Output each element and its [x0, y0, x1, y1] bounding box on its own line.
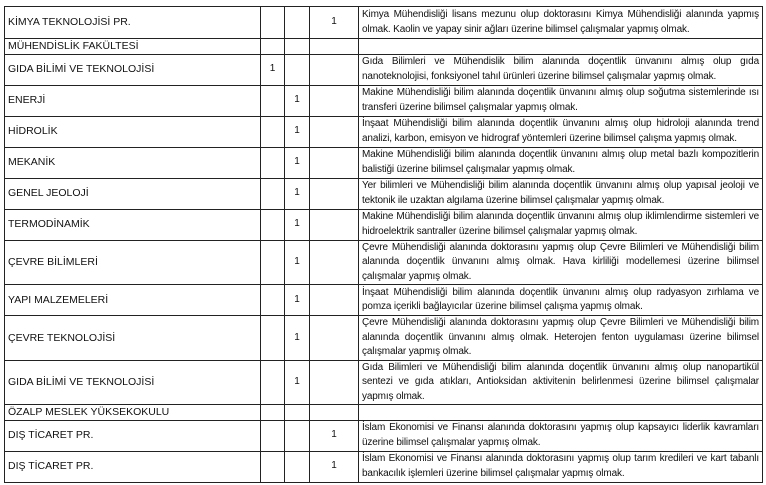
count-col-2: 1: [284, 177, 310, 210]
requirement-description: Çevre Mühendisliği alanında doktorasını …: [358, 315, 763, 361]
count-col-1: 1: [260, 53, 285, 86]
position-name: GIDA BİLİMİ VE TEKNOLOJİSİ: [4, 53, 261, 86]
requirement-description: Makine Mühendisliği bilim alanında doçen…: [358, 84, 763, 117]
position-name: ENERJİ: [4, 84, 261, 117]
position-table: KİMYA TEKNOLOJİSİ PR. 1 Kimya Mühendisliği…: [4, 6, 763, 483]
count-col-3: [309, 84, 359, 117]
count-col-2: [284, 38, 310, 55]
table-row: KİMYA TEKNOLOJİSİ PR. 1 Kimya Mühendisliği…: [4, 6, 763, 39]
requirement-description: [358, 38, 763, 55]
count-col-2: 1: [284, 359, 310, 405]
count-col-1: [260, 115, 285, 148]
count-col-3: [309, 38, 359, 55]
requirement-description: Makine Mühendisliği bilim alanında doçen…: [358, 146, 763, 179]
table-row: TERMODİNAMİK 1 Makine Mühendisliği bilim a…: [4, 208, 763, 241]
section-row: MÜHENDİSLİK FAKÜLTESİ: [4, 38, 763, 55]
table-row: GIDA BİLİMİ VE TEKNOLOJİSİ 1 Gıda Bilimler…: [4, 359, 763, 405]
position-name: GIDA BİLİMİ VE TEKNOLOJİSİ: [4, 359, 261, 405]
count-col-3: 1: [309, 450, 359, 483]
requirement-description: Makine Mühendisliği bilim alanında doçen…: [358, 208, 763, 241]
count-col-1: [260, 450, 285, 483]
table-row: YAPI MALZEMELERİ 1 İnşaat Mühendisliği bil…: [4, 284, 763, 316]
count-col-1: [260, 419, 285, 452]
table-row: DIŞ TİCARET PR. 1 İslam Ekonomisi ve Finan…: [4, 450, 763, 483]
table-body: KİMYA TEKNOLOJİSİ PR. 1 Kimya Mühendisliği…: [4, 6, 763, 483]
position-name: HİDROLİK: [4, 115, 261, 148]
requirement-description: Kimya Mühendisliği lisans mezunu olup do…: [358, 6, 763, 39]
requirement-description: İnşaat Mühendisliği bilim alanında doçen…: [358, 115, 763, 148]
position-name: DIŞ TİCARET PR.: [4, 450, 261, 483]
count-col-2: [284, 450, 310, 483]
requirement-description: Gıda Bilimleri ve Mühendislik bilim alan…: [358, 53, 763, 86]
count-col-2: [284, 6, 310, 39]
count-col-2: [284, 419, 310, 452]
count-col-1: [260, 38, 285, 55]
count-col-2: 1: [284, 84, 310, 117]
count-col-3: 1: [309, 419, 359, 452]
position-name: TERMODİNAMİK: [4, 208, 261, 241]
requirement-description: İslam Ekonomisi ve Finansı alanında dokt…: [358, 450, 763, 483]
position-name: KİMYA TEKNOLOJİSİ PR.: [4, 6, 261, 39]
count-col-1: [260, 239, 285, 285]
count-col-3: [309, 315, 359, 361]
count-col-3: [309, 359, 359, 405]
position-name: ÇEVRE BİLİMLERİ: [4, 239, 261, 285]
count-col-3: [309, 177, 359, 210]
count-col-3: [309, 53, 359, 86]
count-col-2: [284, 53, 310, 86]
count-col-2: 1: [284, 208, 310, 241]
requirement-description: Çevre Mühendisliği alanında doktorasını …: [358, 239, 763, 285]
requirement-description: Yer bilimleri ve Mühendisliği bilim alan…: [358, 177, 763, 210]
count-col-3: [309, 239, 359, 285]
requirement-description: İslam Ekonomisi ve Finansı alanında dokt…: [358, 419, 763, 452]
table-row: ÇEVRE BİLİMLERİ 1 Çevre Mühendisliği alanı…: [4, 239, 763, 285]
table-row: ÇEVRE TEKNOLOJİSİ 1 Çevre Mühendisliği ala…: [4, 315, 763, 361]
position-name: GENEL JEOLOJİ: [4, 177, 261, 210]
table-row: ENERJİ 1 Makine Mühendisliği bilim alanınd…: [4, 84, 763, 117]
count-col-2: 1: [284, 115, 310, 148]
count-col-3: [309, 115, 359, 148]
count-col-2: 1: [284, 146, 310, 179]
count-col-1: [260, 6, 285, 39]
position-name: DIŞ TİCARET PR.: [4, 419, 261, 452]
count-col-1: [260, 208, 285, 241]
position-name: ÖZALP MESLEK YÜKSEKOKULU: [4, 404, 261, 421]
position-name: YAPI MALZEMELERİ: [4, 284, 261, 316]
count-col-3: [309, 284, 359, 316]
count-col-1: [260, 84, 285, 117]
requirement-description: Gıda Bilimleri ve Mühendisliği bilim ala…: [358, 359, 763, 405]
count-col-3: [309, 208, 359, 241]
table-row: DIŞ TİCARET PR. 1 İslam Ekonomisi ve Finan…: [4, 419, 763, 452]
count-col-2: 1: [284, 315, 310, 361]
section-row: ÖZALP MESLEK YÜKSEKOKULU: [4, 404, 763, 421]
count-col-3: [309, 404, 359, 421]
count-col-1: [260, 146, 285, 179]
count-col-1: [260, 404, 285, 421]
count-col-2: 1: [284, 284, 310, 316]
count-col-2: [284, 404, 310, 421]
table-row: GIDA BİLİMİ VE TEKNOLOJİSİ 1 Gıda Bilimler…: [4, 53, 763, 86]
requirement-description: İnşaat Mühendisliği bilim alanında doçen…: [358, 284, 763, 316]
table-row: HİDROLİK 1 İnşaat Mühendisliği bilim alanı…: [4, 115, 763, 148]
count-col-1: [260, 177, 285, 210]
count-col-1: [260, 359, 285, 405]
count-col-1: [260, 315, 285, 361]
position-name: ÇEVRE TEKNOLOJİSİ: [4, 315, 261, 361]
count-col-3: [309, 146, 359, 179]
table-row: GENEL JEOLOJİ 1 Yer bilimleri ve Mühendisl…: [4, 177, 763, 210]
count-col-1: [260, 284, 285, 316]
count-col-3: 1: [309, 6, 359, 39]
table-row: MEKANİK 1 Makine Mühendisliği bilim alanın…: [4, 146, 763, 179]
position-name: MÜHENDİSLİK FAKÜLTESİ: [4, 38, 261, 55]
requirement-description: [358, 404, 763, 421]
count-col-2: 1: [284, 239, 310, 285]
position-name: MEKANİK: [4, 146, 261, 179]
